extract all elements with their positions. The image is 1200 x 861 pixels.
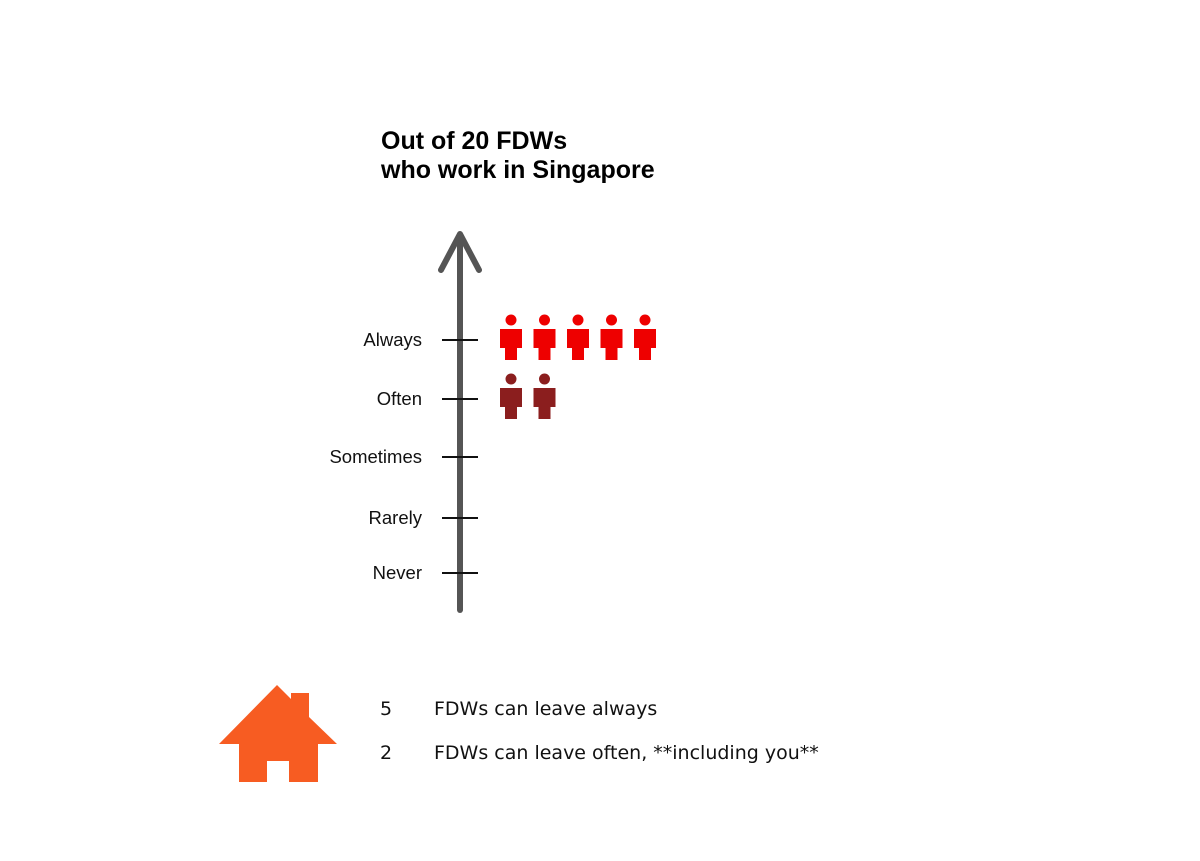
tick-label-rarely: Rarely: [369, 507, 423, 528]
person-icon: [600, 314, 623, 360]
person-icon: [533, 314, 556, 360]
tick-label-sometimes: Sometimes: [329, 446, 422, 467]
legend-count: 2: [380, 742, 393, 764]
tick-label-never: Never: [373, 562, 422, 583]
person-icons: [500, 314, 656, 419]
legend-text: FDWs can leave always: [434, 698, 658, 720]
house-icon: [219, 685, 337, 782]
person-icon: [500, 373, 522, 419]
chart-title-line-1: Out of 20 FDWs: [381, 127, 568, 155]
legend-text: FDWs can leave often, **including you**: [434, 742, 819, 764]
person-icon: [634, 314, 656, 360]
tick-label-always: Always: [363, 329, 422, 350]
axis: [438, 231, 482, 613]
person-icon: [533, 373, 556, 419]
chart-title-line-2: who work in Singapore: [381, 156, 655, 184]
axis-ticks: Always Often Sometimes Rarely Never: [329, 329, 478, 583]
person-icon: [500, 314, 522, 360]
tick-label-often: Often: [377, 388, 422, 409]
legend-count: 5: [380, 698, 393, 720]
axis-arrowhead: [438, 231, 482, 273]
person-icon: [567, 314, 589, 360]
chart-title: Out of 20 FDWs who work in Singapore: [381, 127, 655, 185]
